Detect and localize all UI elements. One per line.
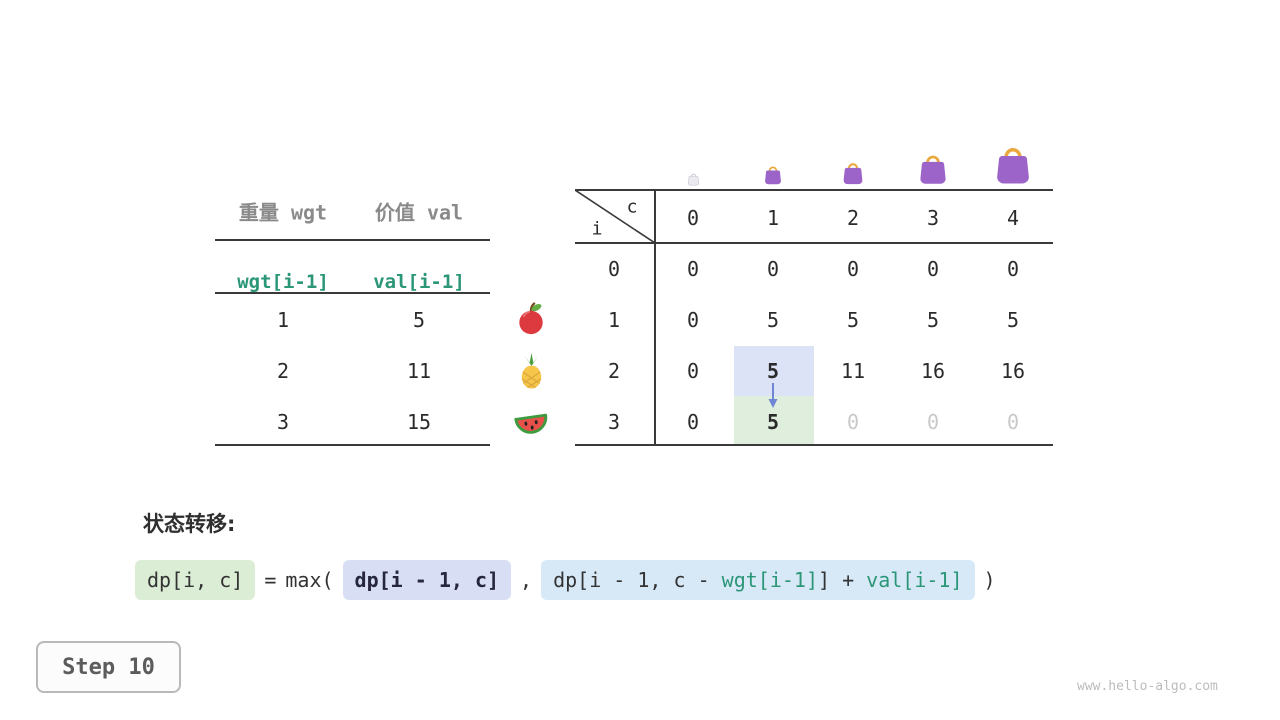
dp-cell-3-1: 5 bbox=[766, 410, 780, 434]
step-badge-label: Step 10 bbox=[62, 654, 155, 680]
dp-table-top-rule bbox=[575, 189, 1053, 191]
dp-corner-row-label: i bbox=[591, 218, 603, 240]
pineapple-icon bbox=[513, 352, 550, 390]
dp-cell-1-0: 0 bbox=[686, 308, 700, 332]
dp-cell-0-0: 0 bbox=[686, 257, 700, 281]
dp-col-header-2: 2 bbox=[846, 206, 860, 230]
item-2-weight: 2 bbox=[276, 359, 290, 383]
apple-icon bbox=[513, 300, 549, 336]
state-transition-label: 状态转移: bbox=[143, 512, 236, 536]
watermelon-icon bbox=[512, 404, 550, 438]
formula-equals: = bbox=[264, 568, 277, 592]
dp-table-header-rule bbox=[575, 242, 1053, 244]
watermark: www.hello-algo.com bbox=[1077, 679, 1218, 694]
dp-col-header-0: 0 bbox=[686, 206, 700, 230]
dp-cell-0-4: 0 bbox=[1006, 257, 1020, 281]
bag-medium-icon bbox=[841, 159, 865, 185]
dp-cell-1-2: 5 bbox=[846, 308, 860, 332]
dp-corner-col-label: c bbox=[626, 196, 638, 218]
item-2-value: 11 bbox=[406, 359, 432, 383]
dp-cell-3-0: 0 bbox=[686, 410, 700, 434]
formula-take-mid: ] + bbox=[818, 568, 867, 592]
items-table-val-index-label: val[i-1] bbox=[373, 271, 465, 293]
dp-cell-2-1: 5 bbox=[766, 359, 780, 383]
dp-cell-0-1: 0 bbox=[766, 257, 780, 281]
bag-small-icon bbox=[763, 163, 783, 185]
formula-max-open: max( bbox=[285, 568, 334, 592]
items-table-index-rule bbox=[215, 292, 490, 294]
dp-cell-1-3: 5 bbox=[926, 308, 940, 332]
transition-arrow-icon bbox=[765, 381, 781, 411]
dp-cell-2-4: 16 bbox=[1000, 359, 1026, 383]
dp-col-header-4: 4 bbox=[1006, 206, 1020, 230]
formula-take-val: val[i-1] bbox=[866, 568, 963, 592]
state-transition-formula: dp[i, c] = max( dp[i - 1, c] , dp[i - 1,… bbox=[135, 560, 996, 600]
item-3-weight: 3 bbox=[276, 410, 290, 434]
dp-cell-2-3: 16 bbox=[920, 359, 946, 383]
formula-take-prefix: dp[i - 1, c - bbox=[553, 568, 722, 592]
formula-close-paren: ) bbox=[983, 568, 996, 592]
dp-cell-3-4: 0 bbox=[1006, 410, 1020, 434]
item-1-weight: 1 bbox=[276, 308, 290, 332]
bag-large-icon bbox=[917, 150, 949, 185]
dp-cell-2-2: 11 bbox=[840, 359, 866, 383]
dp-table-corner-diagonal bbox=[575, 190, 655, 243]
items-table-header-weight: 重量 wgt bbox=[238, 200, 328, 225]
dp-col-header-1: 1 bbox=[766, 206, 780, 230]
formula-option-take-chip: dp[i - 1, c - wgt[i-1]] + val[i-1] bbox=[541, 560, 975, 600]
items-table-wgt-index-label: wgt[i-1] bbox=[237, 271, 329, 293]
item-1-value: 5 bbox=[412, 308, 426, 332]
item-3-value: 15 bbox=[406, 410, 432, 434]
dp-row-header-2: 2 bbox=[607, 359, 621, 383]
dp-row-header-0: 0 bbox=[607, 257, 621, 281]
items-table-bottom-rule bbox=[215, 444, 490, 446]
dp-cell-0-2: 0 bbox=[846, 257, 860, 281]
dp-table-vertical-rule bbox=[654, 189, 656, 446]
dp-table-bottom-rule bbox=[575, 444, 1053, 446]
dp-cell-0-3: 0 bbox=[926, 257, 940, 281]
formula-option-keep-chip: dp[i - 1, c] bbox=[342, 560, 512, 600]
formula-comma: , bbox=[520, 568, 533, 592]
dp-row-header-1: 1 bbox=[607, 308, 621, 332]
dp-cell-2-0: 0 bbox=[686, 359, 700, 383]
dp-cell-3-2: 0 bbox=[846, 410, 860, 434]
dp-row-header-3: 3 bbox=[607, 410, 621, 434]
dp-cell-3-3: 0 bbox=[926, 410, 940, 434]
dp-col-header-3: 3 bbox=[926, 206, 940, 230]
items-table-header-value: 价值 val bbox=[374, 200, 464, 225]
dp-cell-1-4: 5 bbox=[1006, 308, 1020, 332]
items-table-header-rule bbox=[215, 239, 490, 241]
formula-take-wgt: wgt[i-1] bbox=[721, 568, 818, 592]
formula-result-chip: dp[i, c] bbox=[135, 560, 256, 600]
step-badge: Step 10 bbox=[36, 641, 181, 693]
bag-empty-icon bbox=[687, 171, 700, 186]
dp-cell-1-1: 5 bbox=[766, 308, 780, 332]
bag-xlarge-icon bbox=[993, 141, 1033, 185]
